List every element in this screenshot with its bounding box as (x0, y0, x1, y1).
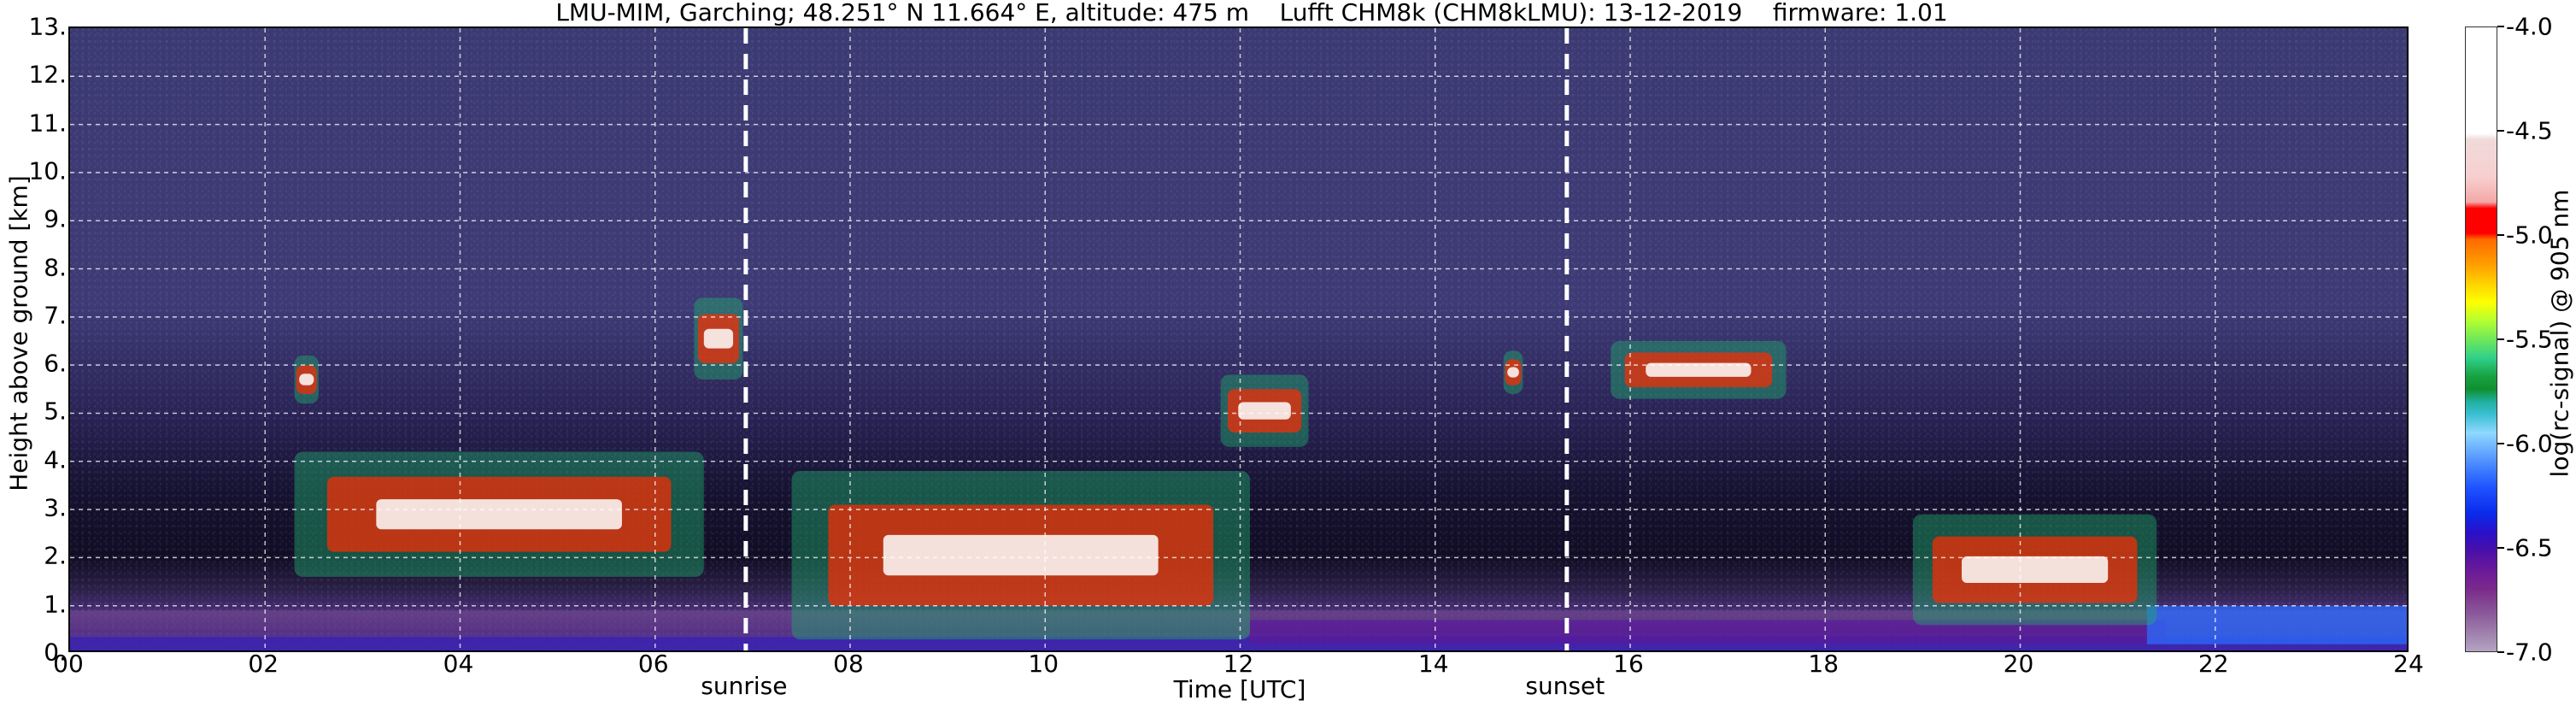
x-tick-label: 06 (637, 650, 669, 678)
y-tick-label: 4. (44, 445, 67, 474)
afternoon-aerosol-band (1249, 620, 2167, 644)
x-tick-label: 02 (248, 650, 279, 678)
y-tick-label: 3. (44, 493, 67, 522)
plot-area (68, 26, 2409, 652)
x-tick-label: 22 (2198, 650, 2229, 678)
colorbar-tick-mark (2497, 338, 2504, 340)
colorbar-tick-label: -5.0 (2506, 221, 2553, 250)
heatmap-svg (70, 28, 2407, 650)
y-tick-label: 13. (28, 12, 67, 41)
cloud-layer-4-peak (1238, 402, 1291, 420)
x-tick-label: 04 (443, 650, 474, 678)
colorbar-tick-mark (2497, 651, 2504, 653)
annotation-label-sunrise: sunrise (701, 672, 788, 700)
colorbar-tick-label: -4.0 (2506, 12, 2553, 41)
x-tick-label: 12 (1223, 650, 1254, 678)
colorbar-tick-label: -4.5 (2506, 116, 2553, 145)
y-axis-label: Height above ground [km] (4, 175, 33, 491)
colorbar-tick-label: -7.0 (2506, 638, 2553, 667)
colorbar-tick-mark (2497, 443, 2504, 444)
y-tick-label: 5. (44, 397, 67, 426)
x-axis-label: Time [UTC] (1173, 675, 1306, 703)
cloud-layer-1-peak (299, 374, 314, 385)
y-tick-label: 8. (44, 253, 67, 282)
x-tick-label: 18 (1808, 650, 1840, 678)
colorbar-tick-label: -5.5 (2506, 325, 2553, 354)
x-tick-label: 16 (1613, 650, 1644, 678)
chart-title: LMU-MIM, Garching; 48.251° N 11.664° E, … (555, 0, 1948, 26)
cloud-layer-0-peak (376, 499, 622, 530)
cloud-layer-7-peak (1962, 556, 2109, 584)
cloud-layer-5-peak (1507, 367, 1519, 378)
y-tick-label: 9. (44, 204, 67, 233)
colorbar-tick-mark (2497, 234, 2504, 236)
y-tick-label: 10. (28, 156, 67, 185)
evening-aerosol-band (2146, 605, 2407, 644)
x-tick-label: 10 (1028, 650, 1059, 678)
x-tick-label: 08 (833, 650, 864, 678)
y-tick-label: 7. (44, 301, 67, 330)
colorbar-tick-mark (2497, 130, 2504, 132)
x-tick-label: 24 (2393, 650, 2424, 678)
x-tick-label: 00 (53, 650, 84, 678)
x-tick-label: 14 (1417, 650, 1449, 678)
cloud-layer-2-peak (703, 328, 734, 349)
y-tick-label: 12. (28, 60, 67, 89)
annotation-label-sunset: sunset (1525, 672, 1605, 700)
y-tick-label: 11. (28, 109, 67, 138)
y-tick-label: 6. (44, 349, 67, 378)
cloud-layer-3-peak (883, 534, 1159, 576)
colorbar-tick-label: -6.0 (2506, 429, 2553, 458)
y-tick-label: 2. (44, 541, 67, 570)
cloud-layer-6-peak (1646, 362, 1752, 377)
colorbar-tick-mark (2497, 547, 2504, 549)
y-tick-label: 0. (44, 638, 67, 667)
y-tick-label: 1. (44, 590, 67, 619)
colorbar (2465, 26, 2497, 652)
colorbar-tick-label: -6.5 (2506, 533, 2553, 562)
x-tick-label: 20 (2003, 650, 2034, 678)
colorbar-tick-mark (2497, 26, 2504, 27)
